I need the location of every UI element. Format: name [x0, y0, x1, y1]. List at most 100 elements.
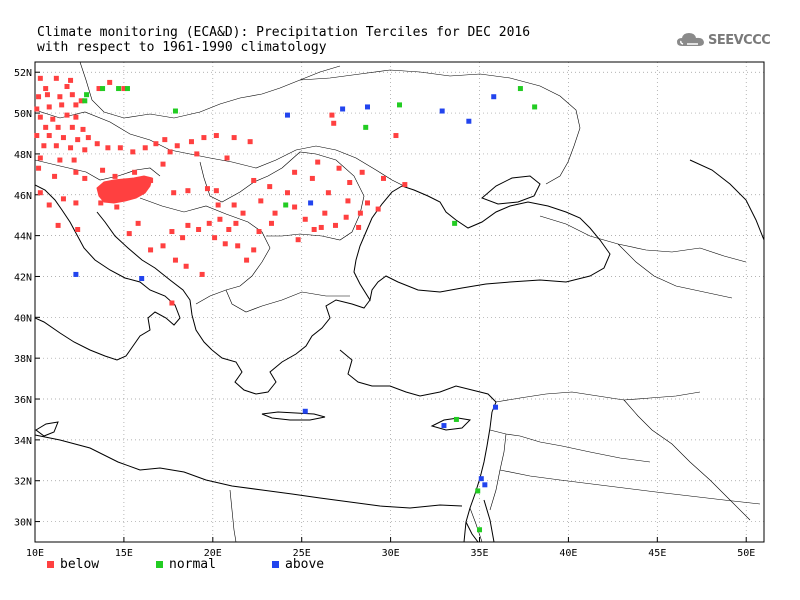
station-marker-below	[244, 257, 250, 263]
coastline-adriatic-italy	[35, 184, 181, 361]
tick-label-lon: 40E	[559, 548, 577, 559]
tick-label-lon: 35E	[470, 548, 488, 559]
station-marker-below	[130, 149, 136, 155]
tick-label-lat: 48N	[14, 150, 32, 161]
map-frame	[34, 61, 765, 543]
station-marker-below	[57, 94, 63, 100]
station-marker-below	[295, 237, 301, 243]
map-title-line-2: with respect to 1961-1990 climatology	[37, 40, 327, 55]
station-marker-normal	[363, 124, 369, 130]
station-marker-below	[336, 165, 342, 171]
legend-swatch-above	[272, 561, 279, 568]
cloud-icon	[677, 33, 704, 46]
station-marker-above	[139, 276, 145, 282]
station-marker-below	[37, 190, 43, 196]
station-marker-normal	[283, 202, 289, 208]
station-marker-below	[160, 161, 166, 167]
tick-label-lat: 34N	[14, 436, 32, 447]
station-marker-below	[98, 200, 104, 206]
tick-label-lat: 38N	[14, 354, 32, 365]
legend-swatch-below	[47, 561, 54, 568]
station-marker-below	[364, 200, 370, 206]
station-marker-below	[68, 77, 74, 83]
legend-label-normal: normal	[169, 557, 216, 572]
coastline-red-sea	[465, 499, 495, 542]
station-marker-below	[188, 139, 194, 145]
station-marker-above	[73, 271, 79, 277]
station-marker-below	[96, 86, 102, 92]
station-marker-normal	[100, 86, 106, 92]
station-marker-below	[206, 220, 212, 226]
tick-label-lon: 45E	[648, 548, 666, 559]
station-marker-below	[311, 226, 317, 232]
seevccc-logo: SEEVCCC	[676, 30, 771, 50]
station-marker-below	[148, 177, 154, 183]
station-marker-below	[331, 120, 337, 126]
station-marker-below	[183, 263, 189, 269]
station-marker-below	[60, 135, 66, 141]
legend-below: below	[47, 557, 99, 572]
station-marker-below	[132, 169, 138, 175]
station-marker-below	[53, 75, 59, 81]
station-marker-below	[180, 235, 186, 241]
station-marker-below	[71, 157, 77, 163]
station-marker-below	[258, 198, 264, 204]
station-marker-normal	[475, 488, 481, 494]
station-marker-below	[34, 106, 40, 112]
station-marker-below	[272, 210, 278, 216]
station-marker-below	[356, 224, 362, 230]
station-marker-below	[343, 214, 349, 220]
station-marker-below	[194, 151, 200, 157]
station-marker-below	[37, 114, 43, 120]
station-marker-below	[380, 175, 386, 181]
station-marker-below	[50, 116, 56, 122]
tick-label-lat: 36N	[14, 395, 32, 406]
station-marker-below	[309, 175, 315, 181]
station-marker-below	[64, 84, 70, 90]
station-marker-below	[46, 104, 52, 110]
station-marker-above	[284, 112, 290, 118]
station-marker-below	[318, 224, 324, 230]
station-marker-below	[185, 222, 191, 228]
station-marker-below	[185, 188, 191, 194]
station-marker-above	[466, 118, 472, 124]
station-marker-above	[302, 408, 308, 414]
coastline-crete	[261, 411, 326, 421]
station-marker-normal	[84, 92, 90, 98]
station-marker-below	[315, 159, 321, 165]
border-central-europe	[35, 109, 405, 187]
station-marker-above	[491, 94, 497, 100]
station-marker-below	[59, 102, 65, 108]
station-marker-normal	[452, 220, 458, 226]
station-markers	[34, 75, 538, 533]
station-marker-below	[53, 143, 59, 149]
coastline-caspian	[689, 159, 764, 241]
station-marker-below	[64, 112, 70, 118]
station-marker-below	[251, 177, 257, 183]
station-marker-normal	[532, 104, 538, 110]
station-marker-below	[142, 145, 148, 151]
station-marker-below	[224, 155, 230, 161]
tick-label-lon: 15E	[115, 548, 133, 559]
station-marker-below	[345, 198, 351, 204]
station-marker-below	[160, 243, 166, 249]
tick-label-lat: 44N	[14, 232, 32, 243]
border-austria	[35, 159, 161, 181]
station-marker-below	[69, 92, 75, 98]
legend-above: above	[272, 557, 324, 572]
station-marker-below	[82, 147, 88, 153]
station-marker-below	[235, 243, 241, 249]
station-marker-below	[167, 149, 173, 155]
station-marker-below	[36, 94, 42, 100]
tick-label-lon: 30E	[382, 548, 400, 559]
station-marker-below	[78, 98, 84, 104]
tick-label-lat: 46N	[14, 191, 32, 202]
graticule-grid	[34, 62, 764, 542]
station-marker-below	[55, 124, 61, 130]
station-marker-below	[107, 79, 113, 85]
border-caucasus	[539, 215, 747, 299]
station-marker-below	[44, 92, 50, 98]
tick-label-lat: 50N	[14, 109, 32, 120]
station-marker-below	[52, 173, 58, 179]
